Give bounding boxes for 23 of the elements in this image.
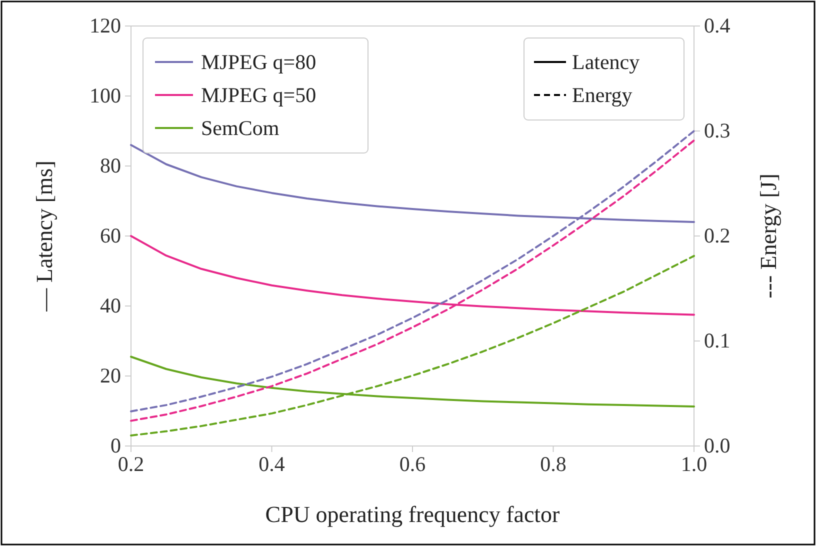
style-legend: Latency Energy — [524, 38, 684, 120]
y-tick-label: 120 — [90, 14, 121, 38]
y-tick-label: 40 — [100, 294, 121, 318]
annotation: Latency — [572, 50, 640, 74]
annotation: Energy — [572, 83, 633, 107]
y-tick-label: 60 — [100, 224, 121, 248]
y-tick-label: 80 — [100, 154, 121, 178]
x-tick-label: 0.4 — [258, 452, 286, 476]
y-axis-title: — Latency [ms] — [32, 160, 57, 312]
x-axis-title: CPU operating frequency factor — [265, 502, 560, 527]
legend-label: MJPEG q=80 — [201, 50, 316, 74]
y2-tick-label: 0.3 — [704, 118, 730, 143]
legend-label: MJPEG q=50 — [201, 83, 316, 107]
y2-axis-title: --- Energy [J] — [756, 174, 781, 298]
y2-tick-label: 0.1 — [704, 328, 730, 353]
x-tick-label: 0.6 — [399, 452, 426, 476]
x-tick-label: 0.8 — [540, 452, 566, 476]
legend-label: SemCom — [201, 116, 280, 140]
y2-tick-label: 0.2 — [704, 224, 730, 248]
y-tick-label: 100 — [90, 84, 121, 108]
line-series — [130, 254, 695, 436]
y-tick-label: 20 — [100, 364, 121, 388]
y2-tick-label: 0.4 — [704, 14, 731, 38]
